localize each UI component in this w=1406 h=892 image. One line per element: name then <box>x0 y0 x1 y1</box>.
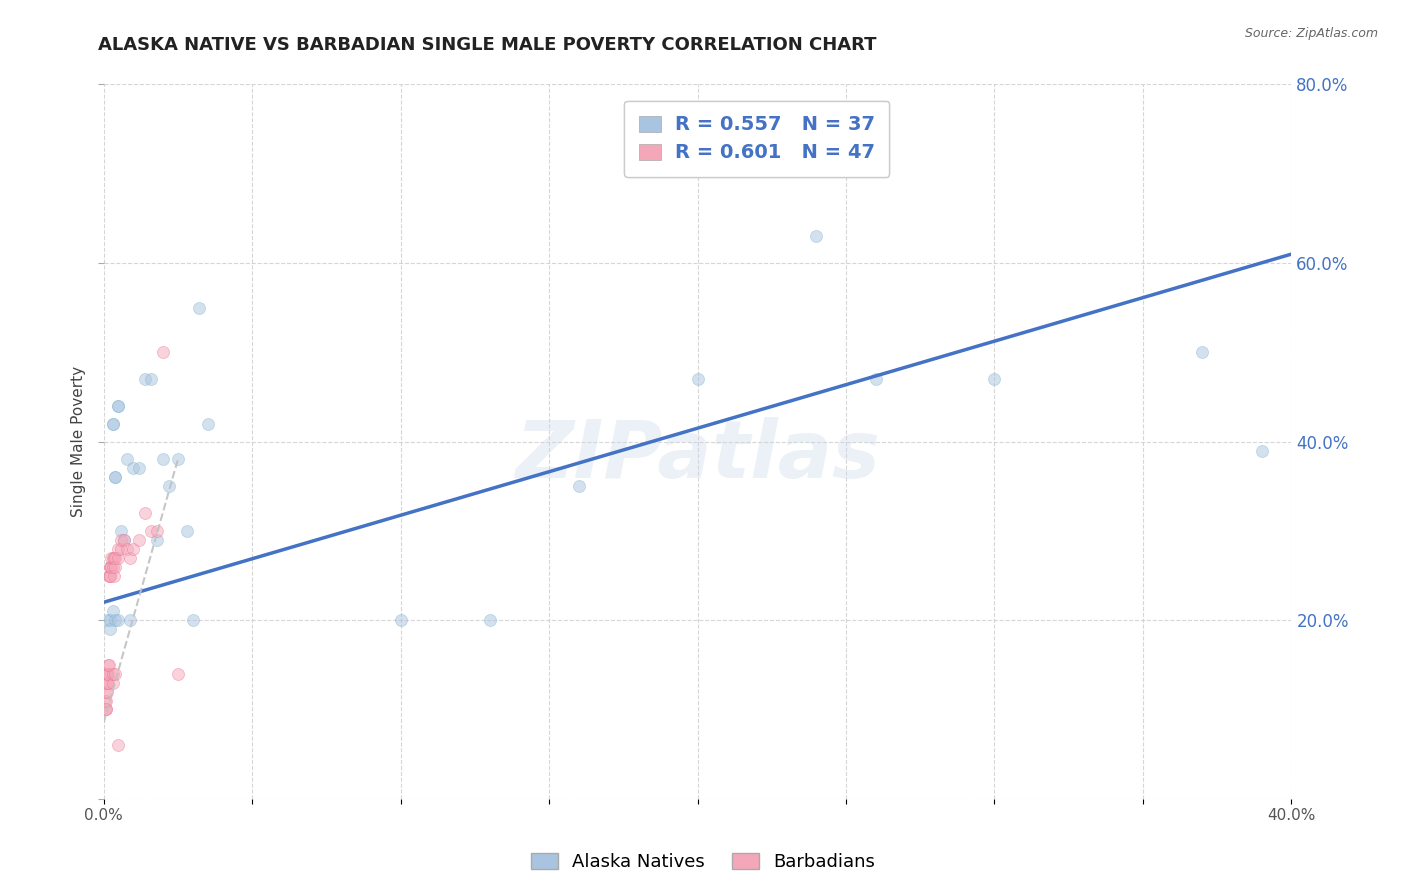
Point <box>94 702 117 716</box>
Point <box>96 675 118 690</box>
Point <box>94 702 117 716</box>
Point <box>101 417 124 431</box>
Point <box>103 568 125 582</box>
Point <box>134 372 156 386</box>
Point <box>117 541 139 556</box>
Point <box>97 666 120 681</box>
Point <box>110 524 132 538</box>
Point <box>983 372 1005 386</box>
Point <box>98 568 121 582</box>
Point <box>98 622 121 636</box>
Point <box>107 613 129 627</box>
Point <box>128 533 150 547</box>
Point <box>100 550 122 565</box>
Legend: Alaska Natives, Barbadians: Alaska Natives, Barbadians <box>523 846 883 879</box>
Point <box>107 550 129 565</box>
Point <box>107 541 129 556</box>
Point <box>176 524 198 538</box>
Point <box>152 345 174 359</box>
Point <box>101 559 124 574</box>
Point <box>98 559 121 574</box>
Point <box>181 613 204 627</box>
Point <box>865 372 887 386</box>
Point <box>128 461 150 475</box>
Point <box>96 684 118 698</box>
Point <box>166 452 188 467</box>
Point <box>139 524 162 538</box>
Point <box>100 559 122 574</box>
Point <box>97 657 120 672</box>
Point <box>389 613 412 627</box>
Point <box>1250 443 1272 458</box>
Point <box>686 372 709 386</box>
Point <box>94 702 117 716</box>
Point <box>104 559 127 574</box>
Legend: R = 0.557   N = 37, R = 0.601   N = 47: R = 0.557 N = 37, R = 0.601 N = 47 <box>624 101 890 177</box>
Point <box>110 533 132 547</box>
Point <box>112 533 135 547</box>
Point <box>94 693 117 707</box>
Point <box>166 666 188 681</box>
Point <box>120 613 142 627</box>
Point <box>134 506 156 520</box>
Point <box>110 541 132 556</box>
Point <box>94 693 117 707</box>
Point <box>101 604 124 618</box>
Point <box>104 470 127 484</box>
Point <box>107 738 129 752</box>
Point <box>104 550 127 565</box>
Point <box>101 666 124 681</box>
Point <box>112 533 135 547</box>
Point <box>122 461 145 475</box>
Point <box>96 613 118 627</box>
Point <box>101 550 124 565</box>
Point <box>107 399 129 413</box>
Point <box>187 301 209 315</box>
Point <box>806 229 828 244</box>
Point <box>120 550 142 565</box>
Text: Source: ZipAtlas.com: Source: ZipAtlas.com <box>1244 27 1378 40</box>
Point <box>117 452 139 467</box>
Point <box>197 417 219 431</box>
Point <box>98 568 121 582</box>
Point <box>98 613 121 627</box>
Point <box>96 675 118 690</box>
Point <box>1191 345 1213 359</box>
Point <box>101 675 124 690</box>
Y-axis label: Single Male Poverty: Single Male Poverty <box>72 366 86 517</box>
Point <box>139 372 162 386</box>
Point <box>104 666 127 681</box>
Point <box>98 559 121 574</box>
Point <box>146 533 169 547</box>
Point <box>104 470 127 484</box>
Point <box>152 452 174 467</box>
Point <box>104 613 127 627</box>
Point <box>157 479 180 493</box>
Point <box>478 613 501 627</box>
Point <box>96 666 118 681</box>
Point <box>103 550 125 565</box>
Point <box>568 479 591 493</box>
Point <box>146 524 169 538</box>
Point <box>97 675 120 690</box>
Point <box>122 541 145 556</box>
Point <box>96 666 118 681</box>
Point <box>97 657 120 672</box>
Point <box>107 399 129 413</box>
Text: ALASKA NATIVE VS BARBADIAN SINGLE MALE POVERTY CORRELATION CHART: ALASKA NATIVE VS BARBADIAN SINGLE MALE P… <box>98 36 877 54</box>
Point <box>96 666 118 681</box>
Point <box>97 568 120 582</box>
Point <box>96 684 118 698</box>
Point <box>101 417 124 431</box>
Text: ZIPatlas: ZIPatlas <box>515 417 880 495</box>
